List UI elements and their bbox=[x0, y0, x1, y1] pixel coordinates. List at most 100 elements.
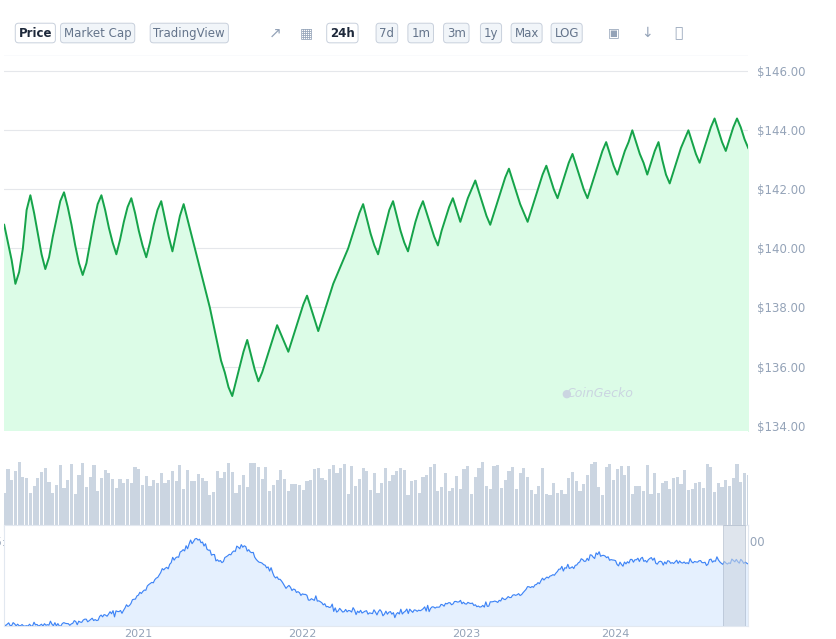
Bar bbox=[111, 479, 115, 525]
Bar bbox=[571, 472, 574, 525]
Bar bbox=[10, 481, 13, 525]
Bar bbox=[624, 475, 626, 525]
Bar bbox=[482, 463, 484, 525]
Bar bbox=[436, 491, 440, 525]
Text: Market Cap: Market Cap bbox=[64, 27, 131, 40]
Bar bbox=[99, 477, 103, 525]
Bar bbox=[264, 467, 268, 525]
Bar bbox=[701, 488, 705, 525]
Bar bbox=[739, 482, 742, 525]
Bar bbox=[559, 490, 563, 525]
Bar bbox=[589, 464, 593, 525]
Bar bbox=[152, 480, 155, 525]
Bar bbox=[283, 479, 286, 525]
Bar bbox=[231, 472, 234, 525]
Bar bbox=[279, 470, 283, 525]
Bar bbox=[212, 492, 215, 525]
Bar bbox=[743, 473, 746, 525]
Bar bbox=[376, 493, 380, 525]
Bar bbox=[43, 468, 47, 525]
Bar bbox=[89, 477, 92, 525]
Bar bbox=[500, 488, 503, 525]
Bar bbox=[683, 470, 686, 525]
Bar bbox=[421, 477, 425, 525]
Text: 7d: 7d bbox=[380, 27, 395, 40]
Bar bbox=[96, 491, 99, 525]
Bar bbox=[186, 470, 189, 525]
Bar bbox=[253, 463, 257, 525]
Bar bbox=[709, 467, 712, 525]
Bar bbox=[492, 466, 496, 525]
Bar bbox=[675, 477, 679, 525]
Bar bbox=[694, 483, 697, 525]
Bar bbox=[391, 475, 395, 525]
Bar bbox=[447, 491, 451, 525]
Bar bbox=[619, 466, 623, 525]
Bar bbox=[55, 486, 59, 525]
Bar bbox=[48, 482, 51, 525]
Bar bbox=[141, 484, 144, 525]
Bar bbox=[190, 481, 193, 525]
Bar bbox=[78, 475, 80, 525]
Bar bbox=[223, 472, 227, 525]
Bar bbox=[553, 483, 555, 525]
Bar bbox=[70, 464, 73, 525]
Bar bbox=[324, 480, 328, 525]
Bar bbox=[668, 489, 671, 525]
Bar bbox=[201, 477, 204, 525]
Bar bbox=[691, 489, 694, 525]
Bar bbox=[747, 475, 750, 525]
Bar bbox=[216, 472, 219, 525]
Bar bbox=[724, 480, 727, 525]
Bar bbox=[126, 479, 129, 525]
Bar bbox=[462, 469, 466, 525]
Bar bbox=[261, 479, 263, 525]
Bar bbox=[343, 464, 346, 525]
Bar bbox=[466, 466, 469, 525]
Bar bbox=[522, 468, 526, 525]
Bar bbox=[66, 480, 69, 525]
Bar bbox=[28, 493, 32, 525]
Bar bbox=[470, 494, 473, 525]
Bar bbox=[728, 486, 732, 525]
Bar bbox=[354, 486, 357, 525]
Bar bbox=[358, 479, 361, 525]
Bar bbox=[459, 489, 462, 525]
Bar bbox=[601, 495, 604, 525]
Bar bbox=[51, 493, 54, 525]
Text: ↗: ↗ bbox=[269, 26, 282, 40]
Bar bbox=[548, 495, 552, 525]
Text: LOG: LOG bbox=[554, 27, 579, 40]
Bar bbox=[107, 473, 110, 525]
Bar bbox=[635, 486, 638, 525]
Bar bbox=[302, 489, 305, 525]
Text: CoinGecko: CoinGecko bbox=[566, 387, 633, 401]
Bar bbox=[167, 480, 171, 525]
Bar bbox=[33, 486, 36, 525]
Text: ⤢: ⤢ bbox=[675, 26, 683, 40]
Bar bbox=[406, 495, 410, 525]
Bar bbox=[134, 467, 136, 525]
Bar bbox=[574, 481, 578, 525]
Bar bbox=[541, 468, 544, 525]
Bar bbox=[234, 493, 237, 525]
Bar bbox=[660, 483, 664, 525]
Bar bbox=[515, 489, 518, 525]
Bar bbox=[272, 485, 275, 525]
Bar bbox=[563, 495, 567, 525]
Bar bbox=[160, 473, 163, 525]
Bar bbox=[609, 464, 611, 525]
Bar bbox=[81, 463, 84, 525]
Bar bbox=[197, 474, 200, 525]
Bar bbox=[227, 463, 230, 525]
Text: Price: Price bbox=[18, 27, 52, 40]
Bar bbox=[115, 488, 118, 525]
Bar bbox=[586, 475, 589, 525]
Bar bbox=[18, 463, 21, 525]
Bar bbox=[276, 480, 278, 525]
Bar bbox=[597, 487, 600, 525]
Bar bbox=[171, 471, 174, 525]
Bar bbox=[294, 484, 298, 525]
Bar bbox=[511, 467, 514, 525]
Bar bbox=[3, 493, 6, 525]
